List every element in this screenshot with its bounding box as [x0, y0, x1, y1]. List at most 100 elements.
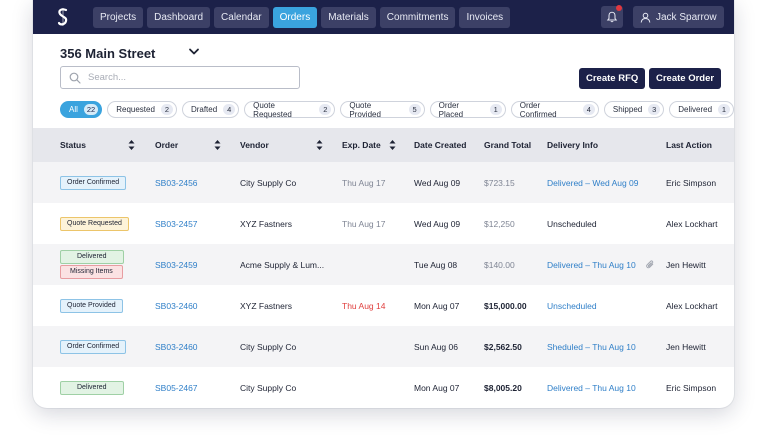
create-rfq-button[interactable]: Create RFQ: [579, 68, 646, 89]
order-link[interactable]: SB03-2460: [155, 300, 198, 311]
table-row[interactable]: Quote Requested SB03-2457 XYZ Fastners T…: [33, 203, 734, 244]
filter-chip-order-placed[interactable]: Order Placed 1: [429, 101, 506, 119]
status-badge: Delivered: [60, 250, 124, 264]
date-created: Tue Aug 08: [414, 259, 458, 270]
last-action: Eric Simpson: [666, 177, 717, 188]
date-created: Wed Aug 09: [414, 177, 461, 188]
status-badge: Quote Provided: [60, 298, 123, 313]
sort-icon[interactable]: [214, 139, 221, 151]
delivery-info-link[interactable]: Unscheduled: [547, 300, 597, 311]
vendor-name: City Supply Co: [240, 177, 297, 188]
order-link[interactable]: SB03-2460: [155, 341, 198, 352]
status-badge: Delivered: [60, 380, 124, 395]
date-created: Wed Aug 09: [414, 218, 461, 229]
column-header-vendor[interactable]: Vendor: [240, 140, 269, 150]
tab-calendar[interactable]: Calendar: [214, 6, 269, 28]
tab-materials[interactable]: Materials: [321, 6, 376, 28]
filter-chip-shipped[interactable]: Shipped 3: [603, 101, 665, 118]
user-menu-button[interactable]: Jack Sparrow: [633, 6, 724, 28]
last-action: Alex Lockhart: [666, 218, 718, 229]
date-created: Mon Aug 07: [414, 382, 460, 393]
search-icon: [69, 72, 81, 84]
vendor-name: City Supply Co: [240, 341, 297, 352]
grand-total: $723.15: [484, 177, 515, 188]
grand-total: $12,250: [484, 218, 515, 229]
filter-chip-delivered[interactable]: Delivered 1: [669, 101, 734, 118]
chevron-down-icon[interactable]: [188, 47, 200, 57]
search-input[interactable]: [88, 72, 288, 83]
table-row[interactable]: Order Confirmed SB03-2460 City Supply Co…: [33, 326, 734, 367]
column-header-status[interactable]: Status: [60, 140, 86, 150]
search-box[interactable]: [60, 66, 300, 89]
delivery-info-link[interactable]: Delivered – Thu Aug 10: [547, 382, 636, 393]
column-header-date-created: Date Created: [414, 140, 467, 150]
last-action: Alex Lockhart: [666, 300, 718, 311]
date-created: Mon Aug 07: [414, 300, 460, 311]
tab-projects[interactable]: Projects: [93, 6, 144, 28]
bell-icon: [606, 11, 618, 23]
column-header-exp-date[interactable]: Exp. Date: [342, 140, 381, 150]
status-badge: Missing Items: [60, 265, 123, 279]
grand-total: $2,562.50: [484, 341, 522, 352]
column-header-order[interactable]: Order: [155, 140, 179, 150]
vendor-name: City Supply Co: [240, 382, 297, 393]
grand-total: $15,000.00: [484, 300, 527, 311]
delivery-info-link[interactable]: Sheduled – Thu Aug 10: [547, 341, 636, 352]
grand-total: $8,005.20: [484, 382, 522, 393]
last-action: Eric Simpson: [666, 382, 717, 393]
vendor-name: Acme Supply & Lum...: [240, 259, 325, 270]
status-badge: Quote Requested: [60, 216, 129, 231]
delivery-info-link[interactable]: Delivered – Wed Aug 09: [547, 177, 639, 188]
vendor-name: XYZ Fastners: [240, 300, 292, 311]
filter-chip-requested[interactable]: Requested 2: [107, 101, 177, 118]
table-row[interactable]: Order Confirmed SB03-2456 City Supply Co…: [33, 162, 734, 203]
last-action: Jen Hewitt: [666, 341, 706, 352]
date-created: Sun Aug 06: [414, 341, 458, 352]
column-header-grand-total: Grand Total: [484, 140, 532, 150]
order-link[interactable]: SB03-2457: [155, 218, 198, 229]
create-order-button[interactable]: Create Order: [649, 68, 722, 89]
filter-chip-order-confirmed[interactable]: Order Confirmed 4: [510, 101, 599, 119]
app-window: Projects Dashboard Calendar Orders Mater…: [33, 0, 734, 408]
nav-tabs: Projects Dashboard Calendar Orders Mater…: [93, 6, 511, 28]
exp-date: Thu Aug 17: [342, 177, 386, 188]
column-header-delivery-info: Delivery Info: [547, 140, 599, 150]
last-action: Jen Hewitt: [666, 259, 706, 270]
filter-chip-quote-requested[interactable]: Quote Requested 2: [244, 101, 336, 119]
column-header-last-action: Last Action: [666, 140, 712, 150]
filter-chip-drafted[interactable]: Drafted 4: [181, 101, 240, 118]
notifications-button[interactable]: [601, 5, 623, 28]
vendor-name: XYZ Fastners: [240, 218, 292, 229]
status-badge: Order Confirmed: [60, 339, 127, 354]
delivery-info-link[interactable]: Delivered – Thu Aug 10: [547, 259, 636, 270]
exp-date: Thu Aug 17: [342, 218, 386, 229]
tab-commitments[interactable]: Commitments: [379, 6, 456, 28]
logo-icon[interactable]: [57, 6, 71, 28]
user-name: Jack Sparrow: [656, 11, 717, 23]
tab-dashboard[interactable]: Dashboard: [147, 6, 211, 28]
status-filter-chips: All 22 Requested 2 Drafted 4 Quote Requeste…: [60, 101, 734, 119]
table-header: Status Order Vendor Exp. Date Date Creat…: [33, 128, 734, 162]
project-location-title[interactable]: 356 Main Street: [60, 46, 156, 61]
table-row[interactable]: Delivered SB05-2467 City Supply Co Mon A…: [33, 367, 734, 408]
tab-invoices[interactable]: Invoices: [459, 6, 511, 28]
table-row[interactable]: Delivered Missing Items SB03-2459 Acme S…: [33, 244, 734, 285]
top-nav: Projects Dashboard Calendar Orders Mater…: [33, 0, 734, 34]
filter-chip-all[interactable]: All 22: [60, 101, 103, 118]
sort-icon[interactable]: [389, 139, 396, 151]
exp-date: Thu Aug 14: [342, 300, 386, 311]
tab-orders[interactable]: Orders: [272, 6, 318, 28]
filter-chip-quote-provided[interactable]: Quote Provided 5: [340, 101, 425, 119]
user-icon: [640, 12, 651, 23]
order-link[interactable]: SB03-2456: [155, 177, 198, 188]
paperclip-icon[interactable]: [645, 259, 655, 270]
table-row[interactable]: Quote Provided SB03-2460 XYZ Fastners Th…: [33, 285, 734, 326]
status-badge: Order Confirmed: [60, 175, 127, 190]
orders-table: Status Order Vendor Exp. Date Date Creat…: [33, 128, 734, 408]
sort-icon[interactable]: [128, 139, 135, 151]
delivery-info: Unscheduled: [547, 218, 597, 229]
order-link[interactable]: SB03-2459: [155, 259, 198, 270]
sort-icon[interactable]: [316, 139, 323, 151]
order-link[interactable]: SB05-2467: [155, 382, 198, 393]
grand-total: $140.00: [484, 259, 515, 270]
